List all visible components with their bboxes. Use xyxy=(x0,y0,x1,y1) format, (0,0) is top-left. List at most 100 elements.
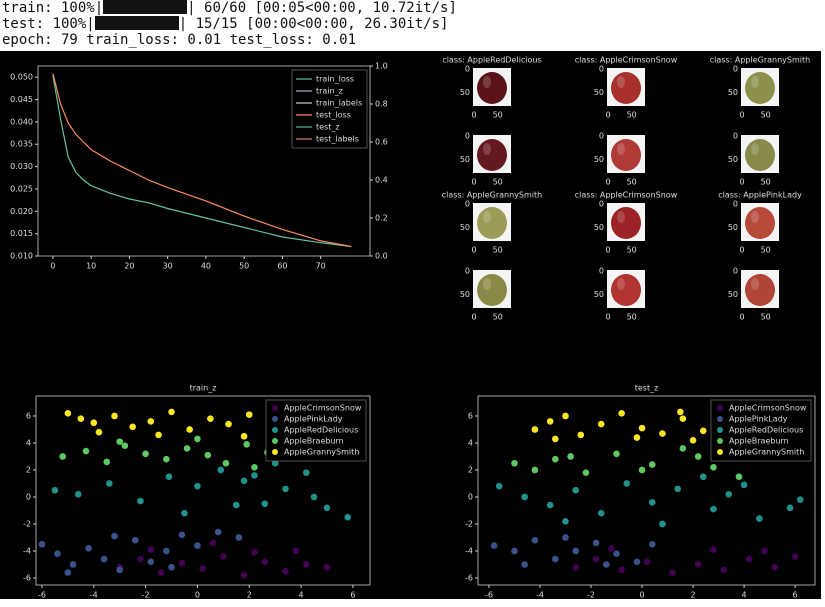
y-tick-label: 2 xyxy=(26,465,31,474)
image-y-tick: 0 xyxy=(733,65,738,74)
legend-box xyxy=(265,399,367,462)
scatter-point xyxy=(243,441,250,448)
apple xyxy=(745,139,775,171)
scatter-point xyxy=(214,528,222,536)
scatter-point xyxy=(592,539,600,547)
scatter-point xyxy=(562,517,569,525)
x-tick-label: 50 xyxy=(239,262,249,271)
x-tick-label: 6 xyxy=(350,591,355,600)
scatter-point xyxy=(116,566,123,574)
scatter-point xyxy=(207,415,214,422)
x-tick-label: 4 xyxy=(742,591,747,600)
y-tick-label: -6 xyxy=(465,573,473,582)
scatter-point xyxy=(163,547,170,555)
image-x-tick: 0 xyxy=(471,178,476,187)
x-tick-label: 6 xyxy=(793,591,798,600)
scatter-point xyxy=(183,445,191,452)
scatter-point xyxy=(194,435,201,443)
apple xyxy=(477,72,507,104)
scatter-point xyxy=(251,463,258,471)
image-x-tick: 0 xyxy=(739,111,744,120)
scatter-point xyxy=(178,559,186,567)
apple-highlight xyxy=(751,143,759,155)
legend-marker xyxy=(717,416,723,422)
scatter-point xyxy=(633,434,641,441)
scatter-point xyxy=(232,501,240,509)
scatter-point xyxy=(194,482,201,490)
scatter-point xyxy=(100,555,108,563)
image-x-tick: 0 xyxy=(471,111,476,120)
scatter-point xyxy=(85,544,92,552)
scatter-point xyxy=(131,536,139,544)
progress-bar xyxy=(94,16,179,30)
scatter-point xyxy=(679,415,687,422)
y-tick-label: 0.050 xyxy=(10,73,33,82)
scatter-point xyxy=(531,536,539,544)
y-tick-label: 4 xyxy=(26,438,31,447)
scatter-point xyxy=(271,459,279,467)
image-y-tick: 0 xyxy=(733,132,738,141)
scatter-point xyxy=(710,546,717,553)
scatter-point xyxy=(217,466,225,474)
console-text: epoch: 79 train_loss: 0.01 test_loss: 0.… xyxy=(2,32,357,48)
scatter-point xyxy=(694,561,702,568)
x-tick-label: 10 xyxy=(86,262,96,271)
legend-marker xyxy=(717,449,723,455)
scatter-point xyxy=(597,509,605,517)
scatter-point xyxy=(168,408,175,416)
scatter-point xyxy=(638,466,646,474)
legend-marker xyxy=(272,449,278,455)
scatter-point xyxy=(74,490,82,498)
scatter-point xyxy=(77,415,85,422)
scatter-point xyxy=(38,540,46,548)
image-y-tick: 0 xyxy=(465,200,470,209)
y-tick-label: 0 xyxy=(26,492,31,501)
scatter-point xyxy=(572,486,580,494)
apple xyxy=(611,139,641,171)
scatter-point xyxy=(638,424,646,432)
image-y-tick: 0 xyxy=(465,267,470,276)
chart-title: train_z xyxy=(190,384,217,393)
scatter-point xyxy=(59,453,66,460)
apple-highlight xyxy=(751,76,759,88)
y2-tick-label: 1.0 xyxy=(375,62,388,71)
sample-title: class: AppleGrannySmith xyxy=(442,191,542,200)
scatter-point xyxy=(111,412,118,420)
scatter-point xyxy=(225,420,232,428)
apple-highlight xyxy=(617,76,625,88)
scatter-point xyxy=(562,412,569,420)
apple xyxy=(611,207,641,239)
sample-title: class: AppleCrimsonSnow xyxy=(575,191,678,200)
apple-highlight xyxy=(483,76,491,88)
scatter-point xyxy=(163,455,170,463)
progress-prefix: train: 100%| xyxy=(2,0,104,16)
legend-marker xyxy=(717,427,723,433)
scatter-point xyxy=(613,450,620,458)
x-tick-label: 40 xyxy=(201,262,211,271)
apple xyxy=(477,139,507,171)
progress-suffix: | 15/15 [00:00<00:00, 26.30it/s] xyxy=(178,16,449,32)
scatter-point xyxy=(761,547,768,555)
scatter-point xyxy=(147,558,155,566)
image-y-tick: 0 xyxy=(733,200,738,209)
chart-title: test_z xyxy=(635,384,659,393)
scatter-point xyxy=(521,493,528,501)
legend-label: train_labels xyxy=(316,99,362,108)
scatter-point xyxy=(511,459,518,467)
image-y-tick: 0 xyxy=(599,200,604,209)
scatter-point xyxy=(147,418,155,425)
y-tick-label: 0.015 xyxy=(10,229,33,238)
scatter-point xyxy=(251,549,258,556)
image-x-tick: 50 xyxy=(627,313,637,322)
legend-marker xyxy=(272,438,278,444)
image-x-tick: 50 xyxy=(627,111,637,120)
scatter-point xyxy=(531,466,539,474)
apple-highlight xyxy=(751,211,759,223)
y2-tick-label: 0.0 xyxy=(375,252,388,261)
x-tick-label: 4 xyxy=(299,591,304,600)
image-y-tick: 50 xyxy=(728,223,738,232)
scatter-point xyxy=(551,555,559,563)
scatter-point xyxy=(674,485,682,493)
console-line: train: 100%| | 60/60 [00:05<00:00, 10.72i… xyxy=(2,0,457,16)
